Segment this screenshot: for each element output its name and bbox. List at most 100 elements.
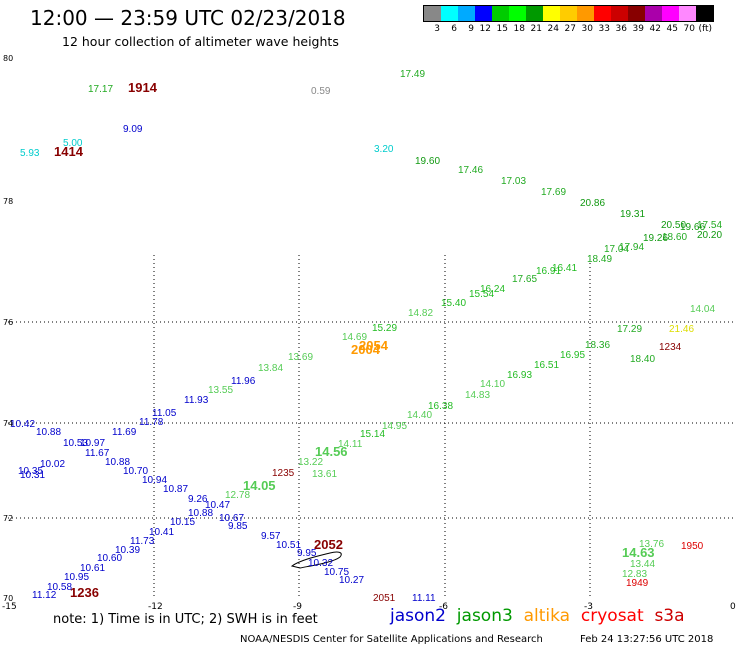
y-tick-label: 76 xyxy=(3,318,13,327)
wave-height-label: 11.67 xyxy=(85,448,110,459)
legend-label: 18 xyxy=(513,24,525,34)
wave-height-label: 16.38 xyxy=(428,401,453,412)
wave-height-label: 12.78 xyxy=(225,490,250,501)
wave-height-label: 21.46 xyxy=(669,324,694,335)
legend-swatch xyxy=(611,6,628,21)
wave-height-label: 1949 xyxy=(626,578,649,589)
satellite-legend: jason2 jason3 altika cryosat s3a xyxy=(390,606,685,626)
wave-height-label: 10.70 xyxy=(123,466,148,477)
wave-height-label: 20.86 xyxy=(580,198,605,209)
time-label: 1236 xyxy=(70,585,99,600)
wave-height-label: 5.00 xyxy=(63,138,83,149)
wave-height-label: 10.75 xyxy=(324,567,349,578)
legend-label: 30 xyxy=(581,24,593,34)
wave-height-label: 15.29 xyxy=(372,323,397,334)
wave-height-label: 13.22 xyxy=(298,457,323,468)
wave-height-label: 10.53 xyxy=(63,438,88,449)
legend-label: 6 xyxy=(451,24,457,34)
wave-height-label: 10.15 xyxy=(170,517,195,528)
time-label: 14.05 xyxy=(243,478,276,493)
coastline-shape xyxy=(290,551,342,569)
legend-label: 39 xyxy=(632,24,644,34)
wave-height-label: 16.95 xyxy=(560,350,585,361)
legend-label: 33 xyxy=(598,24,610,34)
wave-height-label: 1234 xyxy=(659,342,682,353)
legend-label: 9 xyxy=(468,24,474,34)
wave-height-label: 19.60 xyxy=(415,156,440,167)
x-tick-label: -12 xyxy=(148,602,163,612)
wave-height-label: 10.88 xyxy=(105,457,130,468)
wave-height-label: 10.61 xyxy=(80,563,105,574)
wave-height-label: 10.35 xyxy=(18,466,43,477)
wave-height-label: 15.14 xyxy=(360,429,385,440)
wave-height-label: 20.50 xyxy=(661,220,686,231)
wave-height-label: 13.44 xyxy=(630,559,655,570)
wave-height-label: 11.11 xyxy=(412,593,436,604)
wave-height-label: 11.73 xyxy=(130,536,155,547)
credit-line: NOAA/NESDIS Center for Satellite Applica… xyxy=(240,634,543,645)
wave-height-label: 14.82 xyxy=(408,308,433,319)
wave-height-label: 10.51 xyxy=(276,540,301,551)
wave-height-label: 3.20 xyxy=(374,144,394,155)
time-label: 14.56 xyxy=(315,444,348,459)
legend-label: 27 xyxy=(564,24,576,34)
legend-swatch xyxy=(543,6,560,21)
wave-height-label: 10.27 xyxy=(339,575,364,586)
wave-height-label: 14.95 xyxy=(382,421,407,432)
legend-swatch xyxy=(594,6,611,21)
wave-height-label: 17.49 xyxy=(400,69,425,80)
wave-height-label: 12.83 xyxy=(622,569,647,580)
legend-swatch xyxy=(492,6,509,21)
wave-height-label: 10.32 xyxy=(308,558,333,569)
wave-height-label: 9.85 xyxy=(228,521,248,532)
legend-swatch xyxy=(696,6,713,21)
wave-height-label: 1950 xyxy=(681,541,704,552)
wave-height-label: 10.47 xyxy=(205,500,230,511)
wave-height-label: 13.84 xyxy=(258,363,283,374)
time-label: 14.63 xyxy=(622,545,655,560)
wave-height-label: 19.31 xyxy=(620,209,645,220)
wave-height-label: 10.94 xyxy=(142,475,167,486)
satellite-jason2: jason2 xyxy=(390,606,457,626)
legend-label: 70 xyxy=(683,24,695,34)
wave-height-label: 18.40 xyxy=(630,354,655,365)
wave-height-label: 17.03 xyxy=(501,176,526,187)
wave-height-label: 10.95 xyxy=(64,572,89,583)
wave-height-label: 9.95 xyxy=(297,548,317,559)
y-tick-label: 72 xyxy=(3,514,13,523)
legend-swatch xyxy=(679,6,696,21)
legend-swatch xyxy=(526,6,543,21)
wave-height-label: 17.04 xyxy=(604,244,629,255)
wave-height-label: 10.87 xyxy=(163,484,188,495)
wave-height-label: 14.11 xyxy=(338,439,363,450)
legend-swatch xyxy=(509,6,526,21)
wave-height-label: 9.26 xyxy=(188,494,208,505)
wave-height-label: 17.17 xyxy=(88,84,113,95)
legend-swatch xyxy=(662,6,679,21)
wave-height-label: 10.42 xyxy=(10,419,35,430)
wave-height-label: 18.49 xyxy=(587,254,612,265)
legend-label: (ft) xyxy=(698,24,712,34)
legend-swatch xyxy=(441,6,458,21)
footnote: note: 1) Time is in UTC; 2) SWH is in fe… xyxy=(53,612,318,627)
wave-height-label: 10.88 xyxy=(36,427,61,438)
color-legend: 3 6 9 12 15 18 21 24 27 30 33 36 39 42 45 70 (ft) xyxy=(423,5,714,34)
wave-height-label: 14.40 xyxy=(407,410,432,421)
wave-height-label: 1235 xyxy=(272,468,295,479)
legend-label: 24 xyxy=(547,24,559,34)
time-label: 2054 xyxy=(359,338,389,353)
wave-height-label: 13.69 xyxy=(288,352,313,363)
wave-height-label: 16.24 xyxy=(480,284,505,295)
satellite-cryosat: cryosat xyxy=(580,606,655,626)
wave-height-label: 16.51 xyxy=(534,360,559,371)
wave-height-label: 10.88 xyxy=(188,508,213,519)
x-tick-label: -15 xyxy=(2,602,17,612)
wave-height-label: 14.83 xyxy=(465,390,490,401)
legend-swatch xyxy=(628,6,645,21)
satellite-jason3: jason3 xyxy=(456,606,524,626)
legend-label: 42 xyxy=(649,24,661,34)
x-tick-label: -3 xyxy=(584,602,593,612)
time-label: 1414 xyxy=(54,144,84,159)
generated-timestamp: Feb 24 13:27:56 UTC 2018 xyxy=(580,634,714,645)
